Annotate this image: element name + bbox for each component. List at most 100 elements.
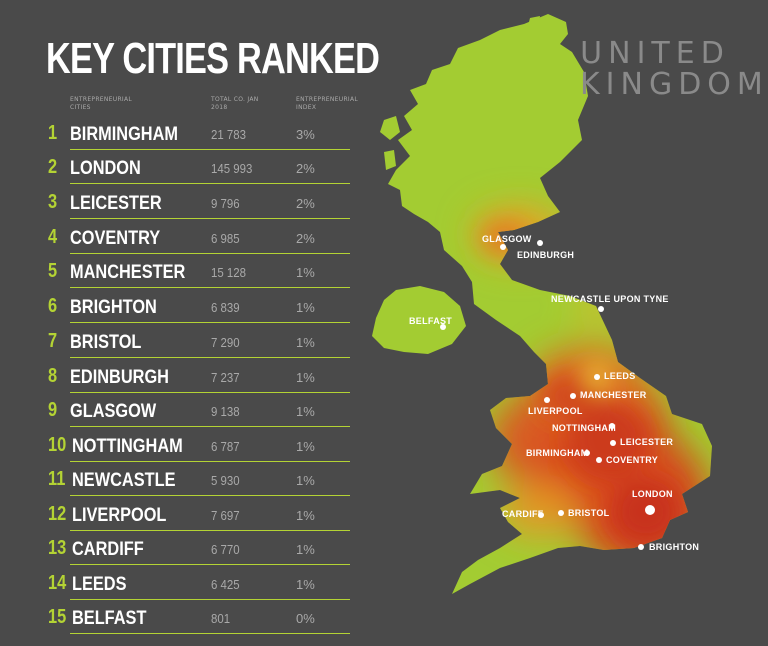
city-name: BIRMINGHAM	[70, 124, 179, 145]
map-label-manchester: MANCHESTER	[580, 390, 647, 400]
marker-leicester	[610, 440, 616, 446]
row-divider	[70, 599, 350, 600]
city-name: BRIGHTON	[70, 297, 157, 318]
row-divider	[70, 461, 350, 462]
rank-number: 5	[48, 260, 58, 282]
column-header-city: ENTREPRENEURIAL CITIES	[70, 96, 133, 111]
map-label-belfast: BELFAST	[409, 316, 453, 326]
company-count: 7 290	[211, 335, 240, 350]
table-row: 8 EDINBURGH 7 237 1%	[48, 359, 350, 393]
entrepreneurial-index: 1%	[296, 473, 315, 488]
city-name: LIVERPOOL	[72, 505, 167, 526]
city-name: COVENTRY	[70, 228, 161, 249]
city-name: LEICESTER	[70, 193, 162, 214]
company-count: 5 930	[211, 473, 240, 488]
map-label-london: LONDON	[632, 489, 673, 499]
rank-number: 13	[48, 537, 67, 559]
row-divider	[70, 392, 350, 393]
entrepreneurial-index: 1%	[296, 300, 315, 315]
column-header-count: TOTAL CO. JAN 2018	[211, 96, 259, 111]
city-name: CARDIFF	[72, 539, 144, 560]
marker-liverpool	[544, 397, 550, 403]
table-row: 7 BRISTOL 7 290 1%	[48, 324, 350, 358]
map-label-newcastle: NEWCASTLE UPON TYNE	[551, 294, 669, 304]
company-count: 6 787	[211, 439, 240, 454]
rank-number: 15	[48, 606, 67, 628]
marker-nottingham	[609, 423, 615, 429]
table-row: 1 BIRMINGHAM 21 783 3%	[48, 116, 350, 150]
table-row: 14 LEEDS 6 425 1%	[48, 566, 350, 600]
rank-number: 14	[48, 572, 67, 594]
company-count: 21 783	[211, 127, 246, 142]
row-divider	[70, 357, 350, 358]
marker-edinburgh	[537, 240, 543, 246]
rank-number: 1	[48, 122, 58, 144]
column-header-index: ENTREPRENEURIAL INDEX	[296, 96, 359, 111]
entrepreneurial-index: 1%	[296, 370, 315, 385]
row-divider	[70, 426, 350, 427]
table-row: 4 COVENTRY 6 985 2%	[48, 220, 350, 254]
table-row: 13 CARDIFF 6 770 1%	[48, 531, 350, 565]
row-divider	[70, 530, 350, 531]
table-row: 10 NOTTINGHAM 6 787 1%	[48, 428, 350, 462]
row-divider	[70, 149, 350, 150]
entrepreneurial-index: 2%	[296, 231, 315, 246]
city-name: LONDON	[70, 158, 141, 179]
rank-number: 6	[48, 295, 58, 317]
entrepreneurial-index: 1%	[296, 508, 315, 523]
table-row: 6 BRIGHTON 6 839 1%	[48, 289, 350, 323]
marker-brighton	[638, 544, 644, 550]
entrepreneurial-index: 3%	[296, 127, 315, 142]
marker-london	[645, 505, 655, 515]
row-divider	[70, 495, 350, 496]
company-count: 801	[211, 611, 231, 626]
marker-bristol	[558, 510, 564, 516]
city-name: BRISTOL	[70, 332, 142, 353]
table-row: 3 LEICESTER 9 796 2%	[48, 185, 350, 219]
marker-cardiff	[538, 512, 544, 518]
table-row: 2 LONDON 145 993 2%	[48, 150, 350, 184]
map-label-brighton: BRIGHTON	[649, 542, 700, 552]
marker-coventry	[596, 457, 602, 463]
rank-number: 11	[48, 468, 66, 490]
city-name: GLASGOW	[70, 401, 157, 422]
marker-birmingham	[584, 450, 590, 456]
rank-number: 12	[48, 503, 67, 525]
rank-number: 8	[48, 365, 58, 387]
company-count: 9 796	[211, 196, 240, 211]
marker-leeds	[594, 374, 600, 380]
company-count: 145 993	[211, 161, 253, 176]
row-divider	[70, 218, 350, 219]
map-label-edinburgh: EDINBURGH	[517, 250, 575, 260]
city-name: NEWCASTLE	[72, 470, 176, 491]
entrepreneurial-index: 1%	[296, 577, 315, 592]
marker-manchester	[570, 393, 576, 399]
row-divider	[70, 564, 350, 565]
row-divider	[70, 633, 350, 634]
rank-number: 9	[48, 399, 58, 421]
rank-number: 10	[48, 434, 67, 456]
company-count: 6 839	[211, 300, 240, 315]
table-row: 11 NEWCASTLE 5 930 1%	[48, 462, 350, 496]
entrepreneurial-index: 1%	[296, 335, 315, 350]
table-row: 5 MANCHESTER 15 128 1%	[48, 254, 350, 288]
row-divider	[70, 183, 350, 184]
map-label-leicester: LEICESTER	[620, 437, 674, 447]
map-label-birmingham: BIRMINGHAM	[526, 448, 589, 458]
map-label-leeds: LEEDS	[604, 371, 636, 381]
map-label-liverpool: LIVERPOOL	[528, 406, 583, 416]
map-label-nottingham: NOTTINGHAM	[552, 423, 616, 433]
country-name: UNITED KINGDOM	[580, 38, 763, 100]
company-count: 15 128	[211, 265, 246, 280]
table-row: 12 LIVERPOOL 7 697 1%	[48, 497, 350, 531]
map-label-cardiff: CARDIFF	[502, 509, 544, 519]
city-name: MANCHESTER	[70, 262, 186, 283]
row-divider	[70, 253, 350, 254]
entrepreneurial-index: 2%	[296, 161, 315, 176]
entrepreneurial-index: 1%	[296, 404, 315, 419]
row-divider	[70, 287, 350, 288]
company-count: 7 697	[211, 508, 240, 523]
rank-number: 3	[48, 191, 58, 213]
city-name: EDINBURGH	[70, 367, 169, 388]
